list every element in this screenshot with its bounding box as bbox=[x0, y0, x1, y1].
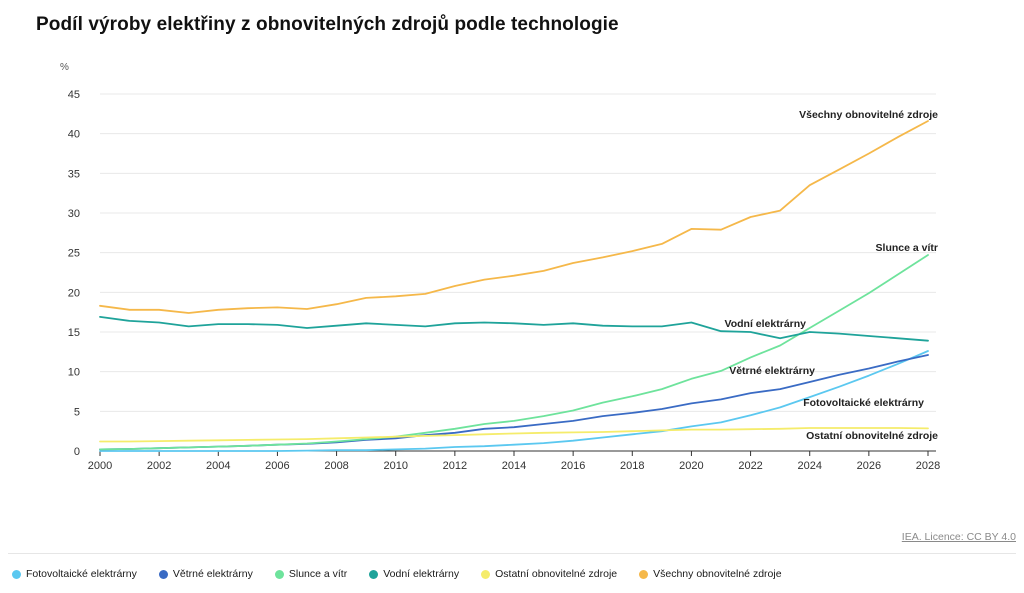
y-tick-label: 0 bbox=[74, 446, 80, 458]
series-line[interactable] bbox=[99, 315, 929, 342]
chart-title: Podíl výroby elektřiny z obnovitelných z… bbox=[36, 14, 619, 35]
gridlines bbox=[100, 93, 936, 452]
x-tick-label: 2014 bbox=[502, 460, 526, 472]
chart-legend: Fotovoltaické elektrárny Větrné elektrárn… bbox=[12, 568, 804, 580]
series-end-label: Vodní elektrárny bbox=[725, 318, 807, 330]
legend-label: Vodní elektrárny bbox=[383, 568, 460, 580]
legend-item[interactable]: Vodní elektrárny bbox=[369, 568, 459, 580]
y-tick-label: 15 bbox=[68, 327, 80, 339]
legend-swatch bbox=[369, 569, 379, 579]
series-lines bbox=[99, 120, 929, 452]
y-tick-label: 5 bbox=[74, 406, 80, 418]
x-tick-label: 2006 bbox=[265, 460, 289, 472]
series-end-label: Ostatní obnovitelné zdroje bbox=[806, 430, 938, 442]
legend-swatch bbox=[481, 569, 491, 579]
x-tick-label: 2028 bbox=[916, 460, 940, 472]
series-end-label: Fotovoltaické elektrárny bbox=[803, 397, 924, 409]
x-tick-label: 2016 bbox=[561, 460, 585, 472]
series-line[interactable] bbox=[99, 350, 929, 452]
legend-divider bbox=[8, 553, 1016, 554]
series-end-label: Větrné elektrárny bbox=[729, 365, 815, 377]
y-tick-label: 25 bbox=[68, 248, 80, 260]
y-tick-label: 40 bbox=[68, 129, 80, 141]
legend-label: Slunce a vítr bbox=[288, 568, 348, 580]
legend-item[interactable]: Větrné elektrárny bbox=[158, 568, 253, 580]
series-end-labels: Fotovoltaické elektrárny Větrné elektrárn… bbox=[725, 109, 939, 442]
legend-item[interactable]: Fotovoltaické elektrárny bbox=[12, 568, 137, 580]
legend-swatch bbox=[639, 569, 649, 579]
legend-swatch bbox=[274, 569, 284, 579]
x-axis-ticks: 2000 2002 2004 2006 2008 2010 2012 2014 2016 2018… bbox=[88, 451, 940, 472]
x-tick-label: 2026 bbox=[857, 460, 881, 472]
legend-label: Ostatní obnovitelné zdroje bbox=[495, 568, 618, 580]
source-link[interactable]: IEA. Licence: CC BY 4.0 bbox=[901, 531, 1016, 543]
x-tick-label: 2020 bbox=[679, 460, 703, 472]
legend-label: Fotovoltaické elektrárny bbox=[26, 568, 137, 580]
legend-item[interactable]: Všechny obnovitelné zdroje bbox=[639, 568, 782, 580]
x-tick-label: 2004 bbox=[206, 460, 230, 472]
x-tick-label: 2018 bbox=[620, 460, 644, 472]
legend-swatch bbox=[12, 569, 21, 579]
x-tick-label: 2024 bbox=[797, 460, 821, 472]
legend-item[interactable]: Ostatní obnovitelné zdroje bbox=[481, 568, 617, 580]
x-tick-label: 2000 bbox=[88, 460, 112, 472]
legend-swatch bbox=[158, 569, 168, 579]
y-tick-label: 35 bbox=[68, 168, 80, 180]
y-axis-ticks: 0 5 10 15 20 25 30 35 40 45 bbox=[68, 89, 80, 458]
legend-label: Větrné elektrárny bbox=[172, 568, 253, 580]
series-line[interactable] bbox=[99, 254, 929, 451]
x-tick-label: 2012 bbox=[443, 460, 467, 472]
y-axis-unit-label: % bbox=[60, 62, 69, 73]
y-tick-label: 20 bbox=[68, 287, 80, 299]
y-tick-label: 30 bbox=[68, 208, 80, 220]
series-end-label: Slunce a vítr bbox=[876, 242, 938, 254]
x-tick-label: 2010 bbox=[383, 460, 407, 472]
x-tick-label: 2008 bbox=[324, 460, 348, 472]
series-line[interactable] bbox=[99, 120, 929, 314]
series-end-label: Všechny obnovitelné zdroje bbox=[799, 109, 938, 121]
x-tick-label: 2002 bbox=[147, 460, 171, 472]
x-tick-label: 2022 bbox=[738, 460, 762, 472]
legend-item[interactable]: Slunce a vítr bbox=[274, 568, 348, 580]
y-tick-label: 10 bbox=[68, 367, 80, 379]
legend-label: Všechny obnovitelné zdroje bbox=[653, 568, 782, 580]
y-tick-label: 45 bbox=[68, 89, 80, 101]
series-line[interactable] bbox=[99, 427, 929, 443]
